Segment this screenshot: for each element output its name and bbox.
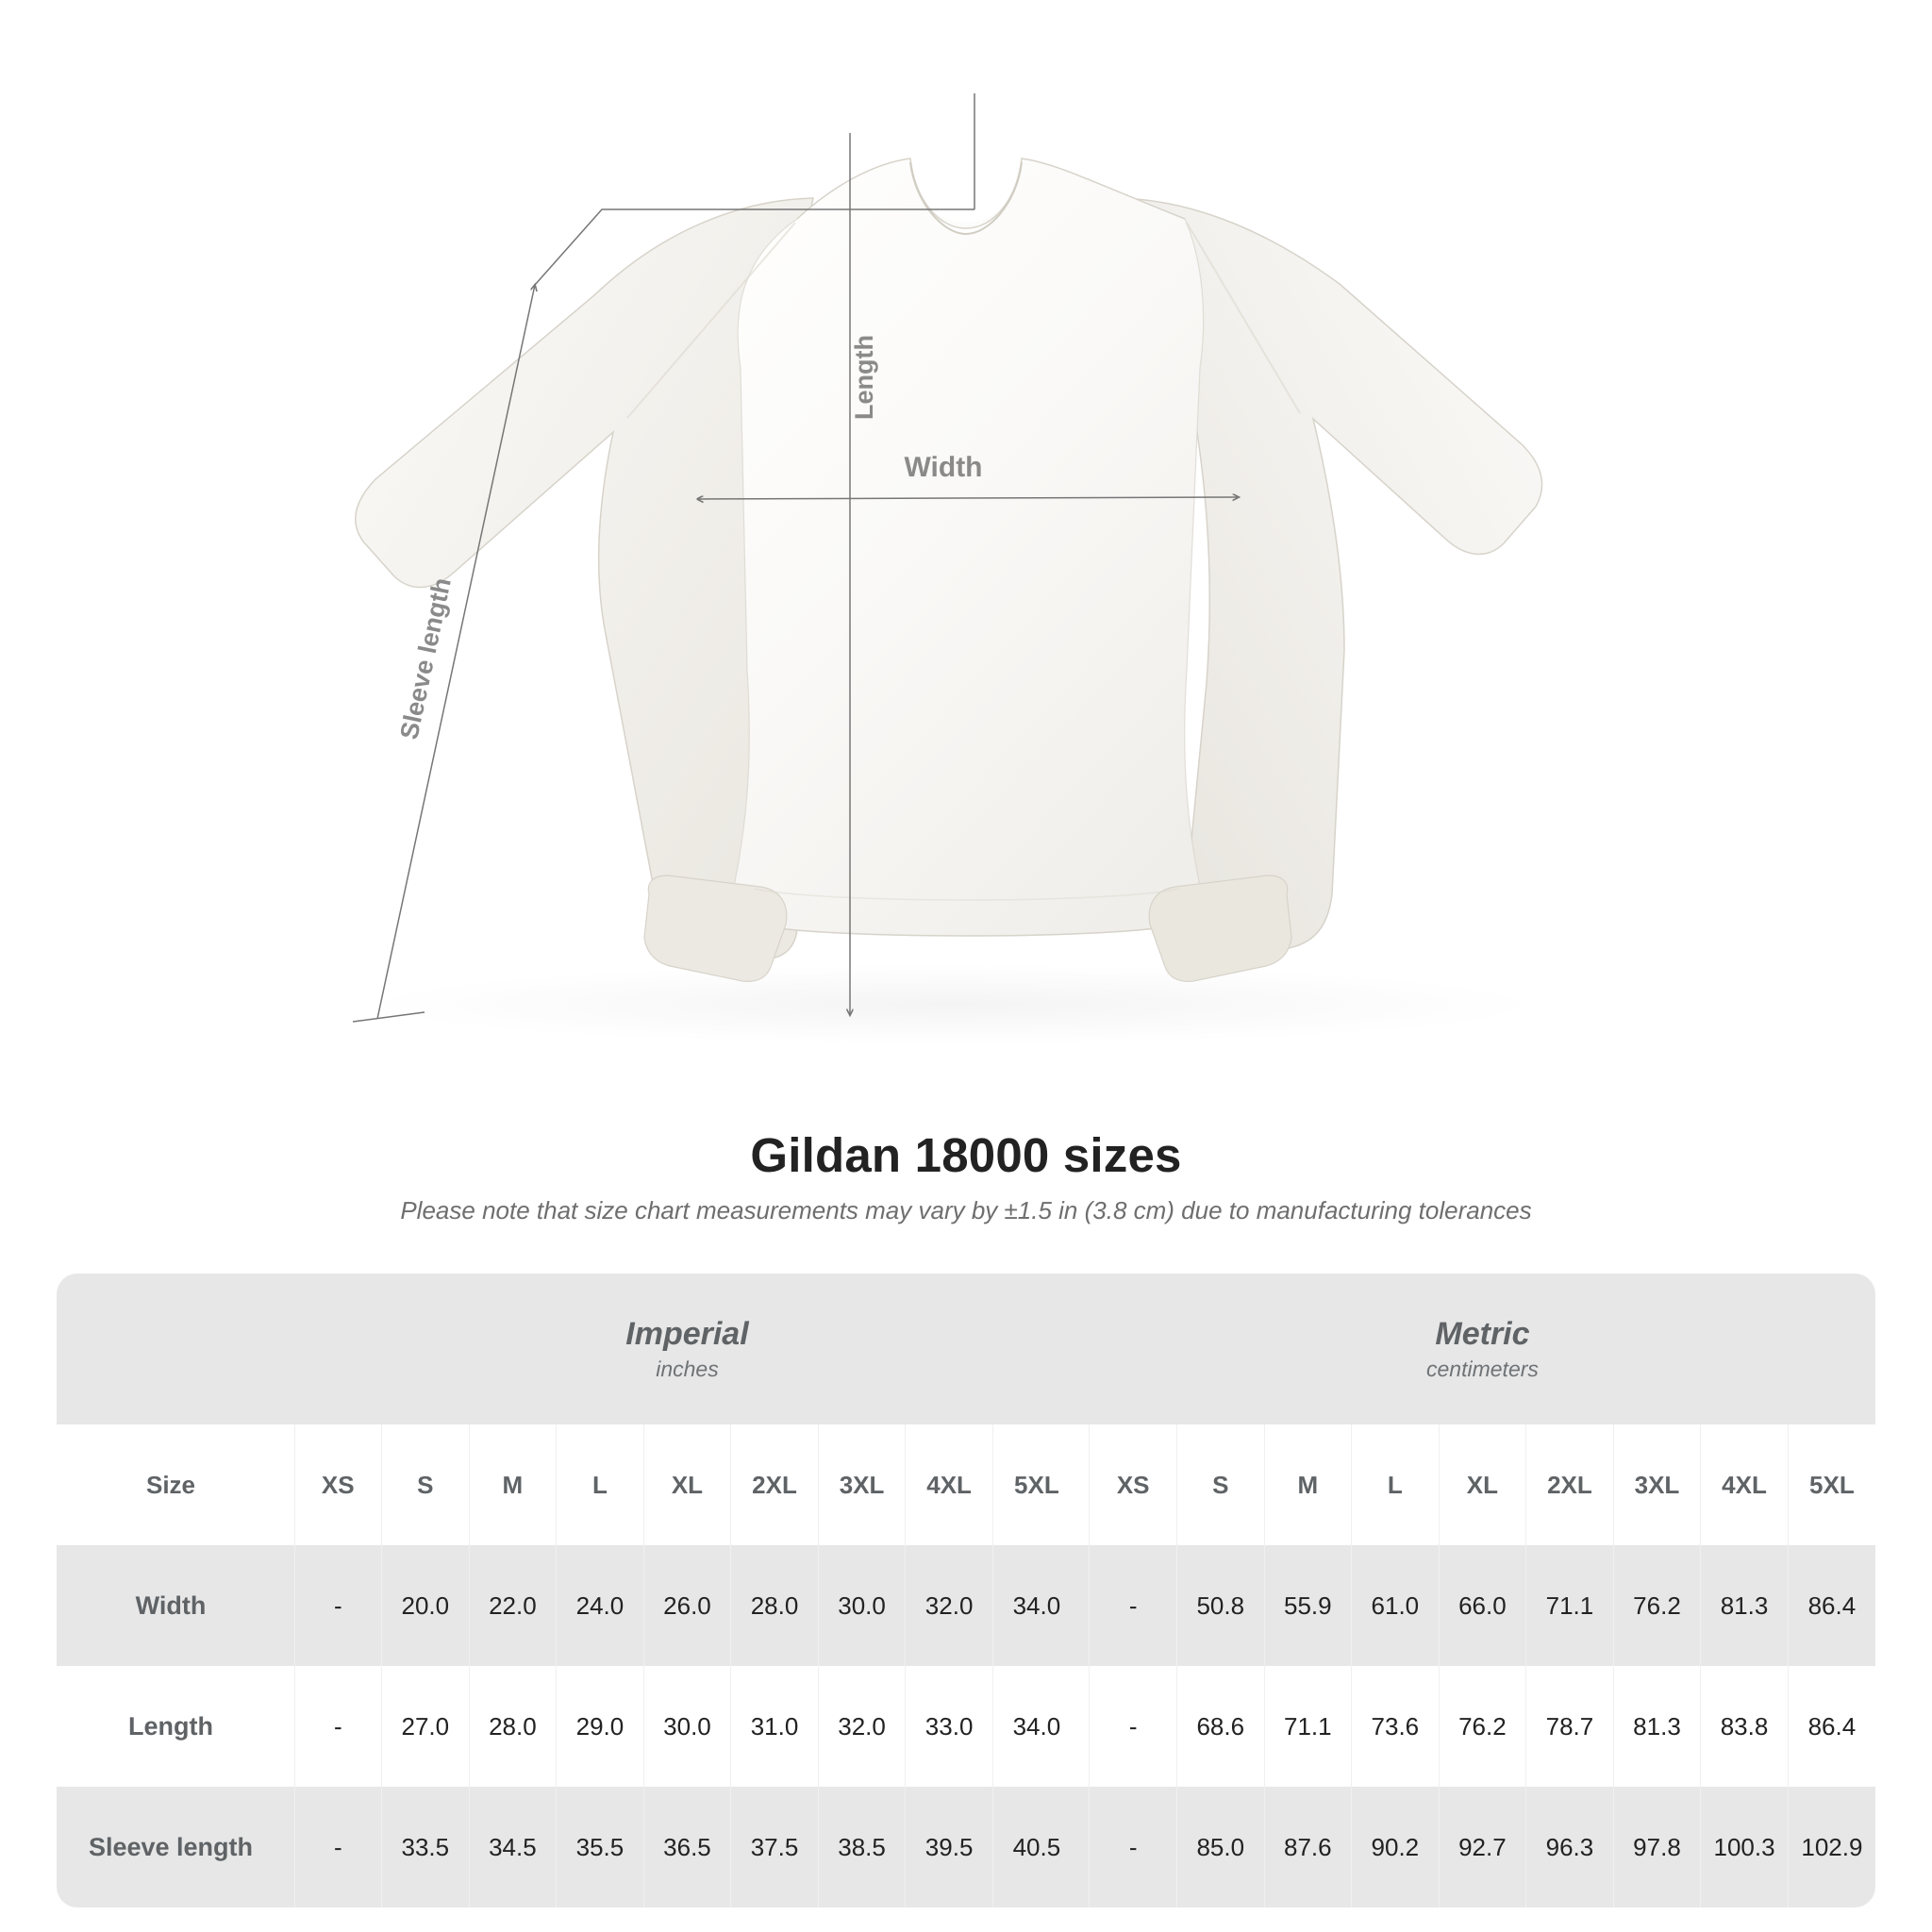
svg-text:Sleeve length: Sleeve length bbox=[394, 575, 457, 742]
svg-text:Width: Width bbox=[904, 452, 982, 483]
svg-text:Length: Length bbox=[850, 335, 878, 420]
